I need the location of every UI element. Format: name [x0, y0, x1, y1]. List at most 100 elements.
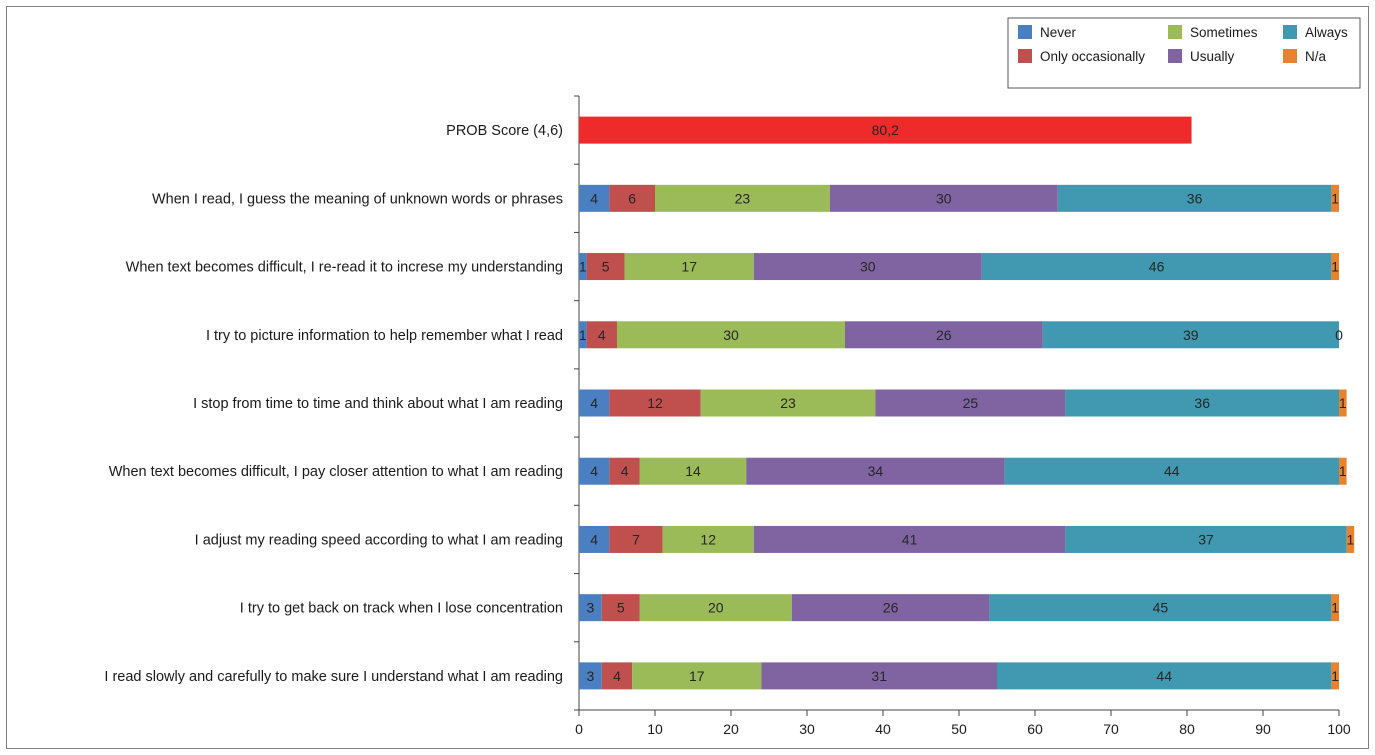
legend-swatch — [1018, 25, 1032, 39]
bar-value-label: 1 — [1331, 190, 1339, 206]
bar-value-label: 7 — [632, 531, 640, 547]
bar-value-label: 36 — [1187, 190, 1203, 206]
bar-segment-never — [579, 389, 610, 417]
bar-segment-never — [579, 253, 587, 281]
bar-segment-usually — [845, 321, 1043, 349]
bar-value-label: 3 — [587, 600, 595, 616]
bar-segment-always — [1042, 321, 1339, 349]
legend-swatch — [1168, 25, 1182, 39]
bar-value-label: 37 — [1198, 531, 1214, 547]
bar-segment-never — [579, 662, 602, 690]
legend-label: Only occasionally — [1040, 49, 1145, 64]
bar-segment-n-a — [1331, 594, 1339, 622]
bar-segment-n-a — [1331, 184, 1339, 212]
x-tick-label: 70 — [1103, 721, 1119, 737]
bar-value-label: 36 — [1194, 395, 1210, 411]
bar-segment-always — [1004, 457, 1339, 485]
bar-value-label: 3 — [587, 668, 595, 684]
bar-value-label: 4 — [590, 190, 598, 206]
bar-value-label: 45 — [1153, 600, 1169, 616]
bar-segment-only-occasionally — [609, 525, 663, 553]
bar-value-label: 34 — [868, 463, 884, 479]
bar-value-label: 1 — [1331, 259, 1339, 275]
category-label: When text becomes difficult, I pay close… — [109, 464, 563, 480]
x-tick-label: 60 — [1027, 721, 1043, 737]
bar-segment-n-a — [1331, 662, 1339, 690]
x-tick-label: 40 — [875, 721, 891, 737]
bar-value-label: 41 — [902, 531, 918, 547]
bar-value-label: 0 — [1335, 327, 1343, 343]
bar-segment-sometimes — [639, 594, 792, 622]
bar-value-label: 4 — [590, 531, 598, 547]
x-tick-label: 20 — [723, 721, 739, 737]
bar-segment-sometimes — [700, 389, 876, 417]
bar-segment-sometimes — [639, 457, 747, 485]
bar-segment-sometimes — [655, 184, 830, 212]
bar-value-label: 12 — [700, 531, 716, 547]
bar-segment-usually — [761, 662, 997, 690]
bar-value-label: 6 — [628, 190, 636, 206]
category-label: I adjust my reading speed according to w… — [195, 532, 563, 548]
bar-value-label: 5 — [617, 600, 625, 616]
bar-segment-n-a — [1339, 457, 1347, 485]
bar-value-label: 26 — [936, 327, 952, 343]
bar-value-label: 1 — [1339, 463, 1347, 479]
bar-segment-usually — [746, 457, 1005, 485]
score-bar-label: 80,2 — [872, 122, 899, 138]
legend-label: N/a — [1305, 49, 1327, 64]
bar-value-label: 1 — [1347, 531, 1355, 547]
score-bar — [579, 116, 1192, 144]
bar-value-label: 23 — [780, 395, 796, 411]
x-tick-label: 10 — [647, 721, 663, 737]
bar-value-label: 44 — [1156, 668, 1172, 684]
bar-value-label: 46 — [1149, 259, 1165, 275]
bar-segment-always — [1065, 525, 1347, 553]
bar-value-label: 17 — [689, 668, 705, 684]
bar-segment-only-occasionally — [601, 594, 640, 622]
bar-value-label: 1 — [579, 259, 587, 275]
bar-segment-sometimes — [617, 321, 845, 349]
category-label: I try to picture information to help rem… — [206, 328, 563, 344]
legend-label: Always — [1305, 25, 1348, 40]
bar-segment-always — [989, 594, 1332, 622]
bar-value-label: 30 — [860, 259, 876, 275]
bar-segment-always — [981, 253, 1332, 281]
bar-segment-only-occasionally — [586, 253, 625, 281]
bar-segment-always — [1057, 184, 1332, 212]
bar-segment-only-occasionally — [601, 662, 633, 690]
bar-segment-n-a — [1339, 389, 1347, 417]
bar-value-label: 26 — [883, 600, 899, 616]
bar-value-label: 25 — [963, 395, 979, 411]
bar-value-label: 23 — [735, 190, 751, 206]
bar-segment-sometimes — [662, 525, 754, 553]
bar-segment-n-a — [1331, 253, 1339, 281]
bar-value-label: 30 — [723, 327, 739, 343]
bar-segment-only-occasionally — [609, 184, 655, 212]
bar-value-label: 1 — [1331, 600, 1339, 616]
x-tick-label: 90 — [1255, 721, 1271, 737]
bar-segment-sometimes — [624, 253, 754, 281]
bar-segment-never — [579, 321, 587, 349]
bar-segment-usually — [875, 389, 1066, 417]
bar-value-label: 31 — [871, 668, 887, 684]
bar-value-label: 4 — [590, 395, 598, 411]
legend-swatch — [1168, 49, 1182, 63]
bar-segment-never — [579, 525, 610, 553]
bar-value-label: 4 — [598, 327, 606, 343]
category-label: When I read, I guess the meaning of unkn… — [152, 191, 563, 207]
x-tick-label: 30 — [799, 721, 815, 737]
category-label: When text becomes difficult, I re-read i… — [126, 260, 563, 276]
bar-value-label: 1 — [579, 327, 587, 343]
legend-label: Sometimes — [1190, 25, 1258, 40]
bar-segment-usually — [829, 184, 1058, 212]
x-tick-label: 50 — [951, 721, 967, 737]
x-tick-label: 100 — [1327, 721, 1351, 737]
bar-value-label: 44 — [1164, 463, 1180, 479]
x-tick-label: 0 — [575, 721, 583, 737]
bar-segment-n-a — [1346, 525, 1355, 553]
bar-segment-usually — [753, 525, 1066, 553]
bar-value-label: 1 — [1339, 395, 1347, 411]
bar-value-label: 4 — [621, 463, 629, 479]
bar-value-label: 4 — [590, 463, 598, 479]
bar-segment-only-occasionally — [609, 389, 701, 417]
